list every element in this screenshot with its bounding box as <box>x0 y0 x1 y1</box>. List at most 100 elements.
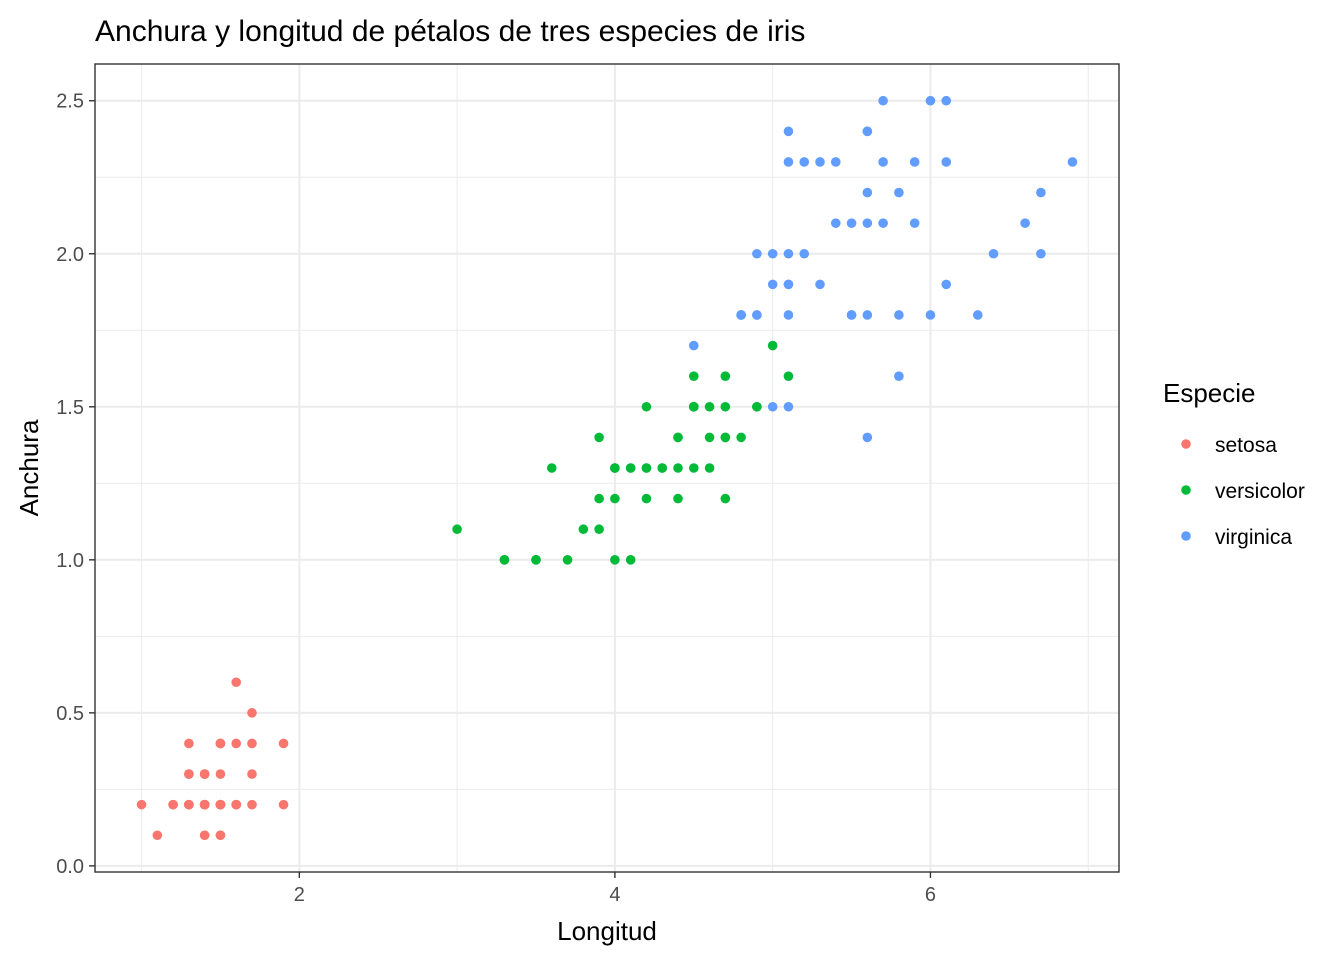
data-point-versicolor <box>610 493 620 504</box>
data-point-setosa <box>215 738 226 749</box>
data-point-versicolor <box>688 463 699 473</box>
data-point-setosa <box>152 830 163 841</box>
legend-item-setosa: setosa <box>1181 434 1277 457</box>
data-point-versicolor <box>673 463 683 473</box>
data-point-virginica <box>925 310 936 320</box>
data-point-virginica <box>909 157 920 167</box>
data-point-versicolor <box>673 432 683 443</box>
data-point-virginica <box>909 218 920 228</box>
data-point-setosa <box>184 769 194 779</box>
legend-key-setosa <box>1181 439 1191 449</box>
data-point-setosa <box>136 799 147 810</box>
data-point-virginica <box>862 126 873 137</box>
grid-major <box>95 64 1119 872</box>
data-point-versicolor <box>452 524 462 535</box>
data-point-versicolor <box>657 463 668 473</box>
data-point-setosa <box>231 677 242 688</box>
x-tick-label: 4 <box>609 884 620 906</box>
data-point-setosa <box>199 799 210 810</box>
data-point-virginica <box>752 248 762 259</box>
legend: Especie setosa versicolor virginica <box>1163 378 1305 549</box>
data-point-virginica <box>767 401 778 412</box>
legend-item-virginica: virginica <box>1181 526 1292 549</box>
data-point-virginica <box>846 218 857 228</box>
data-point-versicolor <box>499 555 510 565</box>
legend-key-virginica <box>1181 531 1191 541</box>
data-point-virginica <box>862 218 873 228</box>
data-point-virginica <box>688 340 699 351</box>
y-tick-label: 1.5 <box>56 397 84 419</box>
data-point-versicolor <box>625 463 636 473</box>
legend-items: setosa versicolor virginica <box>1181 434 1305 549</box>
grid-minor <box>95 64 1119 872</box>
data-point-versicolor <box>594 493 604 504</box>
data-point-virginica <box>799 248 810 259</box>
data-point-virginica <box>846 310 857 320</box>
data-point-virginica <box>941 157 952 167</box>
data-point-virginica <box>894 371 904 381</box>
y-tick-label: 2.0 <box>56 244 84 266</box>
data-point-virginica <box>972 310 983 320</box>
data-point-virginica <box>1036 187 1046 198</box>
data-point-setosa <box>199 830 210 841</box>
data-point-setosa <box>215 769 226 779</box>
data-point-versicolor <box>641 463 652 473</box>
legend-label: versicolor <box>1215 480 1305 503</box>
data-point-virginica <box>752 310 762 320</box>
data-point-virginica <box>783 401 794 412</box>
data-point-versicolor <box>783 371 794 381</box>
data-point-setosa <box>231 738 242 749</box>
data-point-versicolor <box>767 340 778 351</box>
data-point-virginica <box>925 95 936 106</box>
data-point-versicolor <box>610 463 620 473</box>
data-point-versicolor <box>720 371 731 381</box>
data-point-virginica <box>783 157 794 167</box>
data-point-versicolor <box>673 493 683 504</box>
data-point-virginica <box>830 157 841 167</box>
data-point-versicolor <box>625 555 636 565</box>
data-point-setosa <box>278 799 289 810</box>
data-point-setosa <box>231 799 242 810</box>
data-point-virginica <box>783 126 794 137</box>
data-point-virginica <box>862 310 873 320</box>
data-point-versicolor <box>688 401 699 412</box>
data-point-virginica <box>815 157 825 167</box>
y-axis-title: Anchura <box>14 419 44 516</box>
data-point-versicolor <box>704 432 715 443</box>
data-points <box>136 95 1078 841</box>
plot-background <box>95 64 1119 872</box>
chart-title: Anchura y longitud de pétalos de tres es… <box>95 15 805 48</box>
x-axis: 2 4 6 <box>294 872 936 906</box>
y-tick-label: 0.0 <box>56 856 84 878</box>
data-point-versicolor <box>594 524 604 535</box>
data-point-setosa <box>247 799 257 810</box>
legend-label: virginica <box>1215 526 1292 549</box>
x-tick-label: 2 <box>294 884 305 906</box>
legend-item-versicolor: versicolor <box>1181 480 1305 503</box>
y-tick-label: 0.5 <box>56 703 84 725</box>
data-point-virginica <box>815 279 825 290</box>
data-point-versicolor <box>531 555 541 565</box>
legend-title: Especie <box>1163 378 1256 408</box>
data-point-setosa <box>168 799 178 810</box>
data-point-versicolor <box>641 493 652 504</box>
data-point-virginica <box>1067 157 1078 167</box>
data-point-virginica <box>1036 248 1046 259</box>
plot-border <box>94 63 1120 873</box>
legend-label: setosa <box>1215 434 1277 457</box>
data-point-versicolor <box>688 371 699 381</box>
data-point-virginica <box>941 95 952 106</box>
y-axis: 0.0 0.5 1.0 1.5 2.0 2.5 <box>56 91 95 878</box>
y-tick-label: 2.5 <box>56 91 84 113</box>
data-point-setosa <box>247 769 257 779</box>
data-point-versicolor <box>641 401 652 412</box>
data-point-versicolor <box>720 401 731 412</box>
data-point-virginica <box>783 279 794 290</box>
data-point-setosa <box>184 738 194 749</box>
data-point-versicolor <box>562 555 573 565</box>
data-point-setosa <box>184 799 194 810</box>
data-point-versicolor <box>610 555 620 565</box>
data-point-versicolor <box>752 401 762 412</box>
data-point-setosa <box>247 738 257 749</box>
data-point-virginica <box>736 310 746 320</box>
